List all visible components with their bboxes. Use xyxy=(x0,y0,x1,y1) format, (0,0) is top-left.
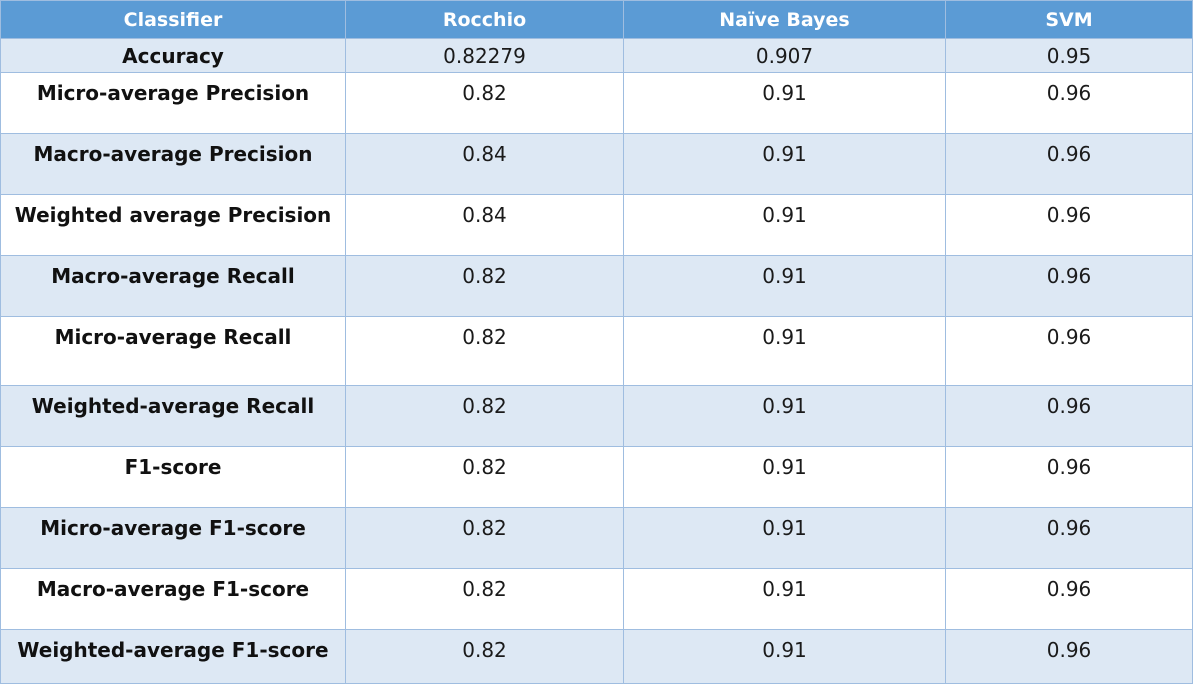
table-row: Macro-average Precision 0.84 0.91 0.96 xyxy=(0,133,1193,195)
naive-bayes-value: 0.91 xyxy=(623,568,946,630)
naive-bayes-value: 0.91 xyxy=(623,446,946,508)
table-row: Accuracy 0.82279 0.907 0.95 xyxy=(0,38,1193,73)
table-row: Micro-average F1-score 0.82 0.91 0.96 xyxy=(0,507,1193,569)
table-row: Micro-average Precision 0.82 0.91 0.96 xyxy=(0,72,1193,134)
table-row: Micro-average Recall 0.82 0.91 0.96 xyxy=(0,316,1193,386)
rocchio-value: 0.84 xyxy=(345,133,624,195)
rocchio-value: 0.82279 xyxy=(345,38,624,73)
naive-bayes-value: 0.91 xyxy=(623,385,946,447)
naive-bayes-value: 0.91 xyxy=(623,629,946,684)
metric-label: Weighted-average Recall xyxy=(0,385,346,447)
naive-bayes-value: 0.91 xyxy=(623,133,946,195)
naive-bayes-value: 0.91 xyxy=(623,72,946,134)
svm-value: 0.95 xyxy=(945,38,1193,73)
naive-bayes-value: 0.91 xyxy=(623,507,946,569)
svm-value: 0.96 xyxy=(945,507,1193,569)
metric-label: Micro-average F1-score xyxy=(0,507,346,569)
svm-value: 0.96 xyxy=(945,568,1193,630)
svm-value: 0.96 xyxy=(945,385,1193,447)
table-body: Accuracy 0.82279 0.907 0.95 Micro-averag… xyxy=(0,38,1193,684)
metric-label: Weighted average Precision xyxy=(0,194,346,256)
rocchio-value: 0.82 xyxy=(345,316,624,386)
rocchio-value: 0.82 xyxy=(345,507,624,569)
metric-label: Weighted-average F1-score xyxy=(0,629,346,684)
rocchio-value: 0.82 xyxy=(345,385,624,447)
table-row: Macro-average F1-score 0.82 0.91 0.96 xyxy=(0,568,1193,630)
header-naive-bayes: Naïve Bayes xyxy=(623,0,946,39)
table-row: Weighted-average Recall 0.82 0.91 0.96 xyxy=(0,385,1193,447)
table-row: F1-score 0.82 0.91 0.96 xyxy=(0,446,1193,508)
rocchio-value: 0.82 xyxy=(345,568,624,630)
naive-bayes-value: 0.907 xyxy=(623,38,946,73)
header-row: Classifier Rocchio Naïve Bayes SVM xyxy=(0,0,1193,39)
svm-value: 0.96 xyxy=(945,316,1193,386)
rocchio-value: 0.82 xyxy=(345,629,624,684)
svm-value: 0.96 xyxy=(945,255,1193,317)
naive-bayes-value: 0.91 xyxy=(623,255,946,317)
table-row: Macro-average Recall 0.82 0.91 0.96 xyxy=(0,255,1193,317)
rocchio-value: 0.82 xyxy=(345,72,624,134)
svm-value: 0.96 xyxy=(945,133,1193,195)
table-row: Weighted-average F1-score 0.82 0.91 0.96 xyxy=(0,629,1193,684)
metric-label: Macro-average Precision xyxy=(0,133,346,195)
table-row: Weighted average Precision 0.84 0.91 0.9… xyxy=(0,194,1193,256)
rocchio-value: 0.82 xyxy=(345,446,624,508)
header-classifier: Classifier xyxy=(0,0,346,39)
header-svm: SVM xyxy=(945,0,1193,39)
rocchio-value: 0.82 xyxy=(345,255,624,317)
svm-value: 0.96 xyxy=(945,629,1193,684)
naive-bayes-value: 0.91 xyxy=(623,194,946,256)
naive-bayes-value: 0.91 xyxy=(623,316,946,386)
metric-label: F1-score xyxy=(0,446,346,508)
svm-value: 0.96 xyxy=(945,72,1193,134)
svm-value: 0.96 xyxy=(945,194,1193,256)
metric-label: Macro-average Recall xyxy=(0,255,346,317)
svm-value: 0.96 xyxy=(945,446,1193,508)
header-rocchio: Rocchio xyxy=(345,0,624,39)
metric-label: Micro-average Recall xyxy=(0,316,346,386)
metric-label: Macro-average F1-score xyxy=(0,568,346,630)
rocchio-value: 0.84 xyxy=(345,194,624,256)
metric-label: Accuracy xyxy=(0,38,346,73)
table-header: Classifier Rocchio Naïve Bayes SVM xyxy=(0,0,1193,39)
metric-label: Micro-average Precision xyxy=(0,72,346,134)
